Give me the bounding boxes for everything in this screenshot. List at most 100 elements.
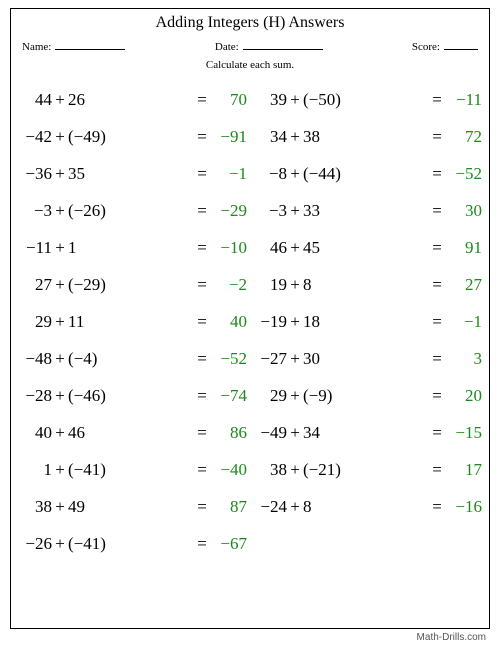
answer: 20 [446, 386, 482, 406]
answer: 91 [446, 238, 482, 258]
operand-b: 38 [303, 127, 353, 147]
operand-b: (−26) [68, 201, 118, 221]
equation-row: −48+(−4)=−52 [18, 340, 247, 377]
answer: −16 [446, 497, 482, 517]
operand-a: 39 [253, 90, 287, 110]
operand-b: 8 [303, 497, 353, 517]
plus-sign: + [287, 201, 303, 221]
equals-sign: = [193, 312, 211, 332]
equals-sign: = [193, 201, 211, 221]
operand-b: (−9) [303, 386, 353, 406]
equation-row: 27+(−29)=−2 [18, 266, 247, 303]
plus-sign: + [52, 238, 68, 258]
plus-sign: + [52, 275, 68, 295]
answer: −15 [446, 423, 482, 443]
answer: −67 [211, 534, 247, 554]
answer: −1 [211, 164, 247, 184]
plus-sign: + [52, 127, 68, 147]
equation-columns: 44+26=70−42+(−49)=−91−36+35=−1−3+(−26)=−… [16, 81, 484, 562]
equation-row: −42+(−49)=−91 [18, 118, 247, 155]
operand-b: 46 [68, 423, 118, 443]
operand-b: (−50) [303, 90, 353, 110]
plus-sign: + [52, 201, 68, 221]
equals-sign: = [193, 238, 211, 258]
operand-a: −8 [253, 164, 287, 184]
operand-a: 27 [18, 275, 52, 295]
operand-a: 46 [253, 238, 287, 258]
equation-row: 39+(−50)=−11 [253, 81, 482, 118]
equation-row: −11+1=−10 [18, 229, 247, 266]
operand-a: −28 [18, 386, 52, 406]
answer: −74 [211, 386, 247, 406]
answer: 72 [446, 127, 482, 147]
equals-sign: = [193, 127, 211, 147]
page-title: Adding Integers (H) Answers [16, 14, 484, 32]
footer-attribution: Math-Drills.com [417, 632, 486, 643]
answer: 3 [446, 349, 482, 369]
operand-b: 45 [303, 238, 353, 258]
equation-row: −24+8=−16 [253, 488, 482, 525]
operand-b: 34 [303, 423, 353, 443]
operand-b: 49 [68, 497, 118, 517]
answer: 40 [211, 312, 247, 332]
equation-row: 19+8 =27 [253, 266, 482, 303]
operand-b: (−44) [303, 164, 353, 184]
equals-sign: = [428, 386, 446, 406]
operand-a: −26 [18, 534, 52, 554]
plus-sign: + [287, 386, 303, 406]
score-label: Score: [412, 41, 440, 53]
equals-sign: = [428, 275, 446, 295]
equation-row: −3+33=30 [253, 192, 482, 229]
answer: 87 [211, 497, 247, 517]
plus-sign: + [287, 423, 303, 443]
plus-sign: + [52, 534, 68, 554]
answer: −52 [446, 164, 482, 184]
column-left: 44+26=70−42+(−49)=−91−36+35=−1−3+(−26)=−… [18, 81, 247, 562]
equation-row: 1+(−41)=−40 [18, 451, 247, 488]
equals-sign: = [428, 127, 446, 147]
equals-sign: = [428, 423, 446, 443]
operand-a: −36 [18, 164, 52, 184]
operand-b: 33 [303, 201, 353, 221]
answer: 70 [211, 90, 247, 110]
equals-sign: = [428, 90, 446, 110]
operand-b: 26 [68, 90, 118, 110]
equals-sign: = [193, 460, 211, 480]
operand-b: (−21) [303, 460, 353, 480]
instructions: Calculate each sum. [16, 59, 484, 71]
plus-sign: + [52, 90, 68, 110]
plus-sign: + [287, 460, 303, 480]
plus-sign: + [52, 349, 68, 369]
plus-sign: + [287, 275, 303, 295]
operand-a: −27 [253, 349, 287, 369]
equation-row: 29+11=40 [18, 303, 247, 340]
equals-sign: = [428, 349, 446, 369]
info-row: Name: Date: Score: [16, 38, 484, 53]
name-field: Name: [22, 38, 215, 53]
plus-sign: + [287, 349, 303, 369]
equals-sign: = [193, 90, 211, 110]
equals-sign: = [428, 497, 446, 517]
answer: −10 [211, 238, 247, 258]
operand-b: 8 [303, 275, 353, 295]
date-label: Date: [215, 41, 239, 53]
operand-b: 11 [68, 312, 118, 332]
operand-b: (−41) [68, 460, 118, 480]
equals-sign: = [428, 164, 446, 184]
equation-row: −19+18=−1 [253, 303, 482, 340]
operand-b: (−4) [68, 349, 118, 369]
operand-a: −48 [18, 349, 52, 369]
answer: 27 [446, 275, 482, 295]
operand-a: 38 [18, 497, 52, 517]
plus-sign: + [287, 90, 303, 110]
answer: 30 [446, 201, 482, 221]
plus-sign: + [287, 497, 303, 517]
column-right: 39+(−50)=−1134+38=72−8+(−44)=−52−3+33=30… [253, 81, 482, 562]
answer: −40 [211, 460, 247, 480]
equation-row: 46+45=91 [253, 229, 482, 266]
operand-a: 34 [253, 127, 287, 147]
equals-sign: = [193, 349, 211, 369]
equation-row: −49+34=−15 [253, 414, 482, 451]
plus-sign: + [287, 127, 303, 147]
operand-a: 19 [253, 275, 287, 295]
